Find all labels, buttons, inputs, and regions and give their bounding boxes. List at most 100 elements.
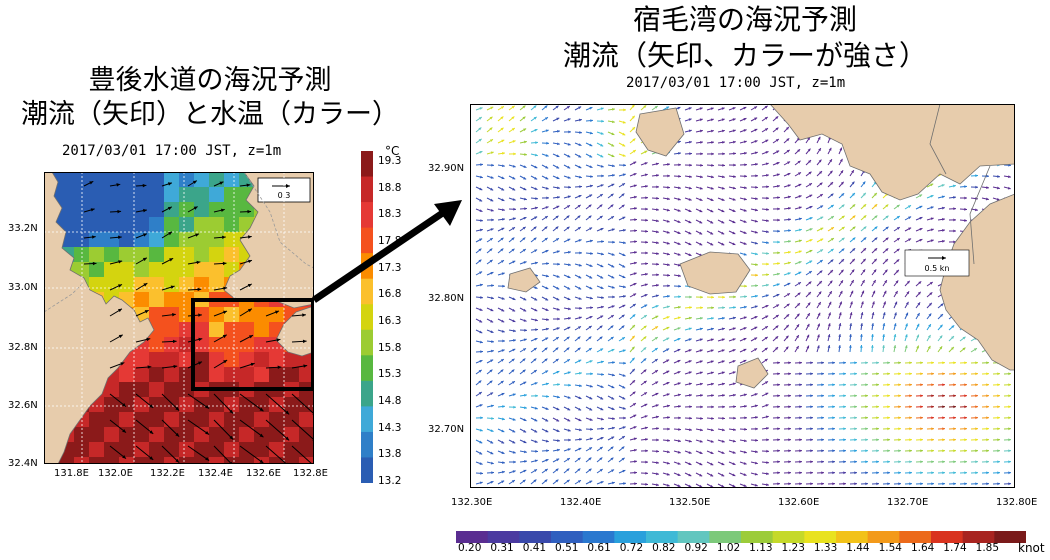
current-arrow-head (677, 348, 681, 352)
current-arrow-head (588, 468, 592, 472)
temperature-cell (149, 217, 165, 233)
current-arrow-head (743, 252, 747, 256)
current-arrow-head (578, 194, 582, 198)
current-arrow-head (766, 173, 769, 177)
current-arrow-head (501, 429, 505, 433)
current-arrow-head (754, 151, 758, 155)
current-arrow-head (765, 392, 769, 396)
current-arrow-head (502, 164, 505, 168)
current-arrow-head (754, 461, 758, 465)
current-arrow-head (887, 460, 890, 464)
current-arrow-head (832, 460, 835, 464)
current-arrow-head (511, 105, 515, 109)
current-arrow-head (975, 174, 978, 178)
current-arrow-head (611, 285, 615, 289)
current-arrow-head (732, 231, 736, 235)
current-arrow-head (722, 428, 725, 432)
current-arrow-head (601, 296, 604, 299)
current-arrow-head (623, 163, 626, 167)
current-arrow-head (733, 393, 736, 397)
colorbar-tick-label: 0.82 (652, 542, 676, 554)
current-arrow-head (689, 295, 692, 299)
current-arrow-head (623, 482, 626, 485)
current-arrow-head (754, 305, 758, 309)
temperature-cell (134, 382, 150, 398)
current-arrow-head (544, 347, 548, 351)
current-arrow-head (851, 258, 855, 262)
colorbar-swatch (741, 531, 774, 543)
current-arrow-head (579, 185, 582, 189)
temperature-cell (119, 262, 135, 278)
current-arrow-head (788, 460, 791, 464)
current-arrow-head (942, 405, 945, 409)
current-arrow-head (755, 450, 758, 454)
current-arrow-head (953, 449, 956, 453)
current-arrow-head (645, 207, 648, 211)
current-arrow-head (149, 404, 154, 408)
current-arrow-head (754, 316, 758, 319)
current-arrow-head (809, 217, 813, 220)
current-arrow-head (852, 237, 856, 241)
current-arrow-head (589, 437, 593, 441)
current-arrow (213, 419, 234, 440)
current-arrow-head (821, 361, 824, 365)
current-arrow-head (610, 336, 614, 340)
current-arrow-head (743, 208, 747, 212)
current-arrow-head (699, 462, 703, 466)
current-arrow-head (896, 248, 900, 252)
current-arrow-head (743, 450, 747, 454)
current-arrow-head (838, 345, 842, 348)
current-arrow-head (777, 383, 780, 387)
current-speed-plot: 0.5 kn (470, 104, 1015, 488)
temperature-cell (224, 232, 240, 248)
current-arrow-head (666, 461, 670, 465)
current-arrow-head (500, 127, 504, 131)
current-arrow-head (512, 308, 516, 312)
current-arrow-head (930, 183, 934, 187)
temperature-cell (104, 277, 120, 293)
current-arrow-head (829, 291, 832, 295)
current-arrow-head (920, 427, 923, 431)
current-arrow-head (645, 229, 648, 233)
current-arrow-head (893, 345, 897, 348)
current-arrow-head (755, 263, 758, 266)
current-arrow-head (205, 405, 210, 409)
current-arrow-head (785, 346, 789, 350)
current-arrow-head (830, 259, 834, 263)
left-scale-label: 0.3 (278, 191, 291, 200)
current-arrow-head (931, 405, 934, 409)
current-arrow-head (951, 325, 955, 329)
current-arrow-head (920, 383, 923, 387)
temperature-cell (284, 427, 300, 443)
current-arrow-head (656, 262, 659, 266)
current-arrow-head (832, 394, 835, 398)
current-arrow-head (623, 285, 626, 289)
current-arrow-head (689, 163, 692, 167)
current-arrow-head (851, 269, 855, 273)
current-arrow-head (632, 314, 636, 318)
current-arrow-head (699, 338, 703, 342)
current-arrow-head (964, 219, 967, 222)
current-arrow-head (567, 142, 571, 146)
current-arrow-head (259, 407, 264, 412)
current-arrow-head (699, 231, 703, 235)
current-arrow-head (754, 117, 758, 121)
current-arrow-head (490, 451, 494, 455)
current-arrow-head (490, 319, 494, 323)
current-arrow-head (953, 207, 956, 211)
current-arrow-head (908, 238, 912, 242)
current-arrow-head (535, 197, 538, 200)
current-arrow-head (962, 347, 966, 351)
current-arrow-head (909, 471, 912, 475)
current-arrow-head (688, 382, 692, 386)
current-arrow-head (622, 304, 626, 308)
current-arrow-head (634, 229, 637, 233)
current-arrow (265, 393, 290, 415)
current-arrow-head (545, 407, 549, 410)
current-arrow-head (964, 394, 967, 398)
current-arrow-head (754, 140, 758, 143)
current-arrow-head (854, 372, 857, 376)
current-arrow-head (887, 372, 890, 376)
current-arrow-head (764, 117, 768, 120)
current-arrow-head (631, 357, 635, 361)
